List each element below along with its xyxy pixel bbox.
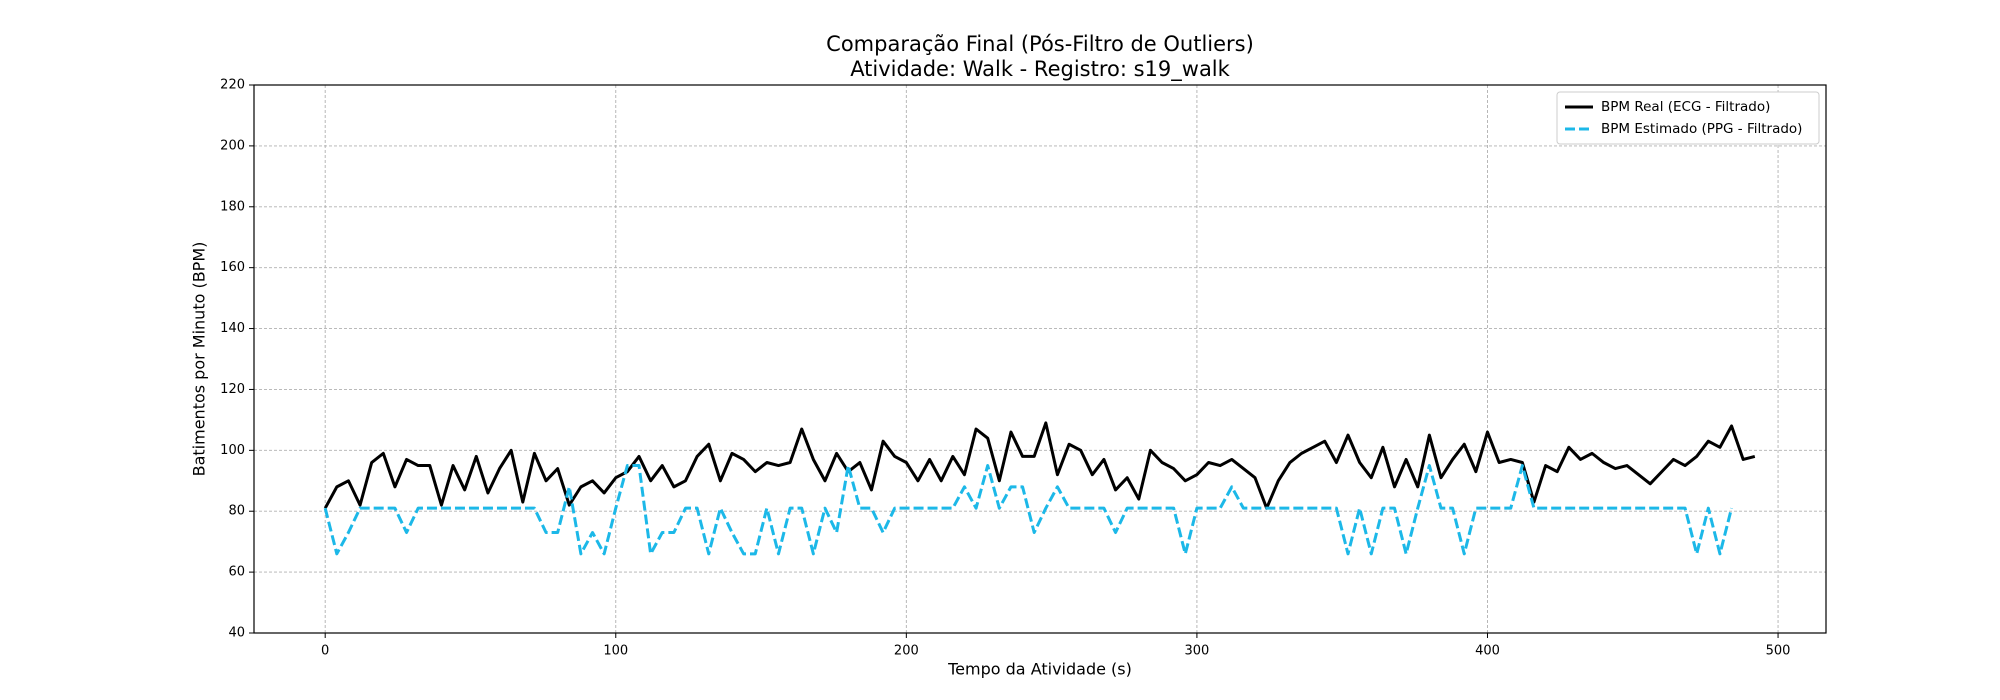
y-tick-label: 220 bbox=[220, 78, 245, 93]
y-tick-label: 80 bbox=[228, 504, 245, 519]
x-tick-label: 500 bbox=[1766, 644, 1791, 659]
x-tick-label: 400 bbox=[1475, 644, 1500, 659]
x-tick-label: 0 bbox=[321, 644, 329, 659]
chart-subtitle: Atividade: Walk - Registro: s19_walk bbox=[850, 57, 1230, 82]
plot-frame bbox=[253, 84, 1827, 634]
y-tick-label: 60 bbox=[228, 565, 245, 580]
y-tick-label: 200 bbox=[220, 138, 245, 153]
legend-label: BPM Real (ECG - Filtrado) bbox=[1601, 99, 1770, 115]
y-tick-label: 100 bbox=[220, 443, 245, 458]
y-tick-label: 180 bbox=[220, 199, 245, 214]
x-tick-label: 200 bbox=[894, 644, 919, 659]
y-tick-label: 40 bbox=[228, 626, 245, 641]
y-tick-label: 160 bbox=[220, 260, 245, 275]
chart-title: Comparação Final (Pós-Filtro de Outliers… bbox=[826, 32, 1254, 56]
y-tick-label: 120 bbox=[220, 382, 245, 397]
y-tick-label: 140 bbox=[220, 321, 245, 336]
y-axis-label: Batimentos por Minuto (BPM) bbox=[190, 242, 209, 477]
x-tick-label: 300 bbox=[1184, 644, 1209, 659]
data-line bbox=[323, 421, 1756, 510]
legend-label: BPM Estimado (PPG - Filtrado) bbox=[1601, 121, 1802, 137]
x-tick-label: 100 bbox=[603, 644, 628, 659]
x-axis-label: Tempo da Atividade (s) bbox=[947, 660, 1132, 679]
data-line bbox=[323, 464, 1734, 556]
legend-box bbox=[1556, 91, 1820, 145]
